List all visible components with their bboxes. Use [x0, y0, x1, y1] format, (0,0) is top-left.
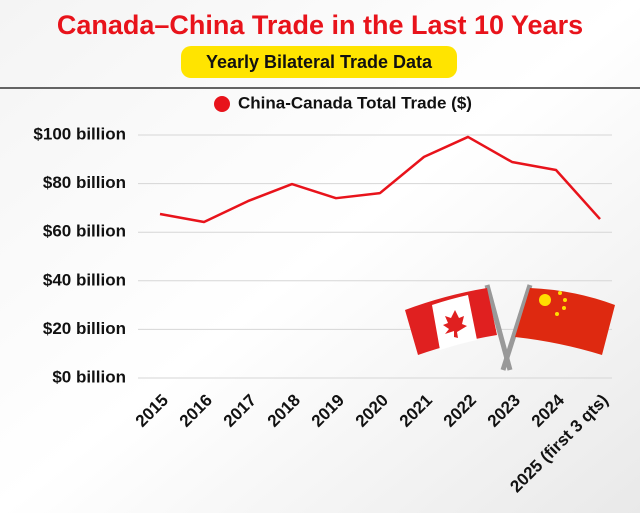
y-tick-label: $0 billion [52, 367, 126, 386]
y-tick-label: $100 billion [33, 124, 126, 143]
y-tick-label: $40 billion [43, 270, 126, 289]
subtitle-badge [181, 46, 457, 78]
chart-subtitle: Yearly Bilateral Trade Data [206, 52, 433, 72]
flags [405, 284, 615, 371]
y-tick-label: $60 billion [43, 222, 126, 241]
legend-label: China-Canada Total Trade ($) [238, 93, 472, 112]
legend-marker [214, 96, 230, 112]
y-tick-label: $80 billion [43, 173, 126, 192]
data-line [159, 135, 601, 224]
y-tick-label: $20 billion [43, 319, 126, 338]
chart-title: Canada–China Trade in the Last 10 Years [57, 10, 583, 40]
